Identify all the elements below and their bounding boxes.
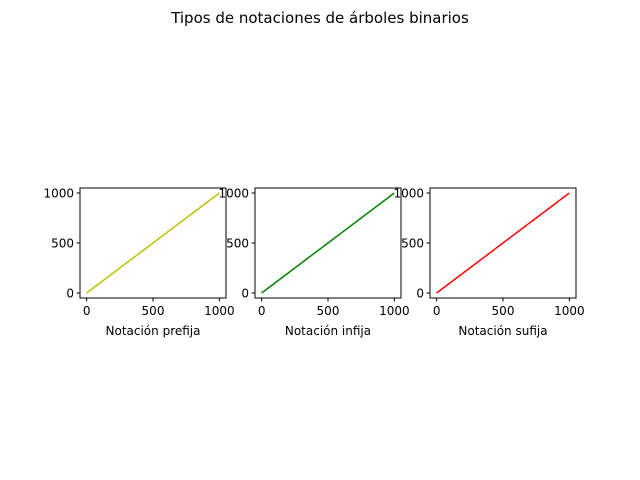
y-tick-label: 500 <box>226 237 249 251</box>
subplot-notacion-infija: 0 500 1000 0 500 1000 Notación infija <box>218 187 409 339</box>
y-tick-label: 1000 <box>393 187 424 201</box>
x-tick-label: 1000 <box>379 304 410 318</box>
series-line-notacion-infija <box>261 192 395 294</box>
x-tick-label: 500 <box>317 304 340 318</box>
x-tick-label: 0 <box>83 304 91 318</box>
y-tick-label: 0 <box>66 287 74 301</box>
y-tick-label: 500 <box>401 237 424 251</box>
subplot-notacion-sufija: 0 500 1000 0 500 1000 Notación sufija <box>393 187 584 339</box>
y-tick-label: 0 <box>241 287 249 301</box>
x-tick-label: 500 <box>142 304 165 318</box>
x-tick-label: 1000 <box>204 304 235 318</box>
y-tick-label: 500 <box>51 237 74 251</box>
x-tick-label: 500 <box>492 304 515 318</box>
series-line-notacion-sufija <box>436 192 570 294</box>
y-tick-label: 1000 <box>218 187 249 201</box>
x-axis-label: Notación prefija <box>106 324 201 338</box>
x-tick-label: 0 <box>258 304 266 318</box>
x-axis-label: Notación infija <box>285 324 371 338</box>
y-tick-label: 0 <box>416 287 424 301</box>
x-axis-label: Notación sufija <box>458 324 547 338</box>
y-tick-label: 1000 <box>43 187 74 201</box>
series-line-notacion-prefija <box>86 192 220 294</box>
figure-title: Tipos de notaciones de árboles binarios <box>170 9 469 27</box>
x-tick-label: 0 <box>433 304 441 318</box>
x-tick-label: 1000 <box>554 304 585 318</box>
